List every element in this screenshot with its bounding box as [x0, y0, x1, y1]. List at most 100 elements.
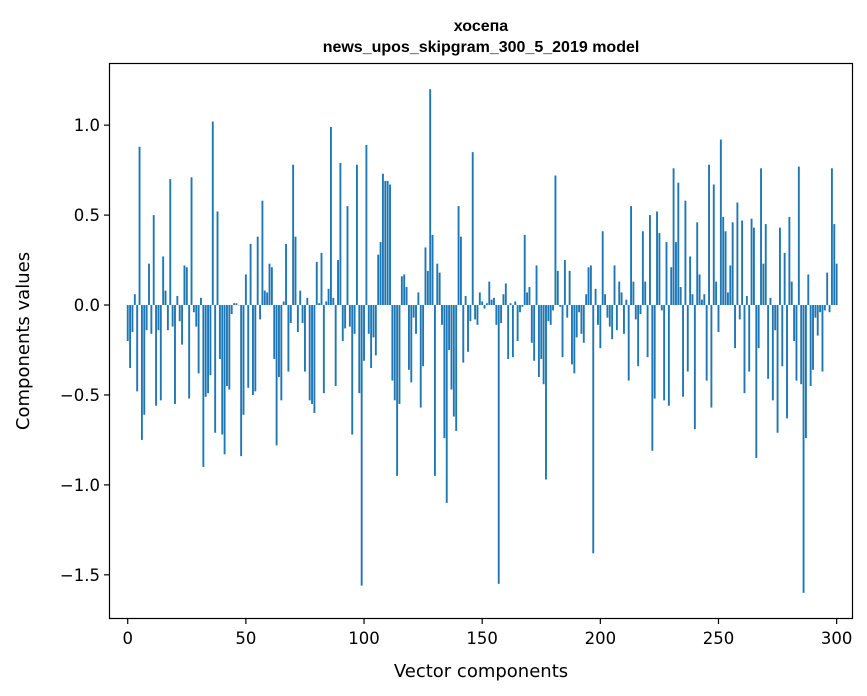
bar — [667, 305, 670, 406]
bar — [443, 305, 446, 439]
bar — [809, 305, 812, 386]
bar — [483, 305, 486, 309]
bar — [828, 305, 831, 313]
bar — [365, 144, 368, 306]
bar — [223, 305, 226, 455]
bar — [653, 305, 656, 399]
bar — [587, 267, 590, 306]
bars — [126, 89, 838, 593]
bar — [623, 305, 625, 334]
bar — [703, 294, 706, 306]
bar — [266, 292, 269, 306]
bar — [431, 234, 434, 306]
bar — [752, 227, 755, 306]
bar — [781, 305, 784, 367]
plot-frame — [108, 62, 854, 620]
y-tick-label: −1.0 — [60, 476, 100, 495]
y-tick-label: 0.5 — [74, 206, 100, 225]
bar — [214, 305, 217, 433]
bar — [211, 121, 214, 306]
bar — [327, 288, 330, 306]
x-tick-label: 200 — [585, 629, 617, 648]
bar — [722, 216, 725, 306]
bar — [800, 305, 803, 385]
bar — [417, 292, 420, 306]
bar — [235, 303, 238, 306]
bar — [566, 305, 569, 318]
bar — [528, 287, 531, 306]
bar — [677, 182, 680, 306]
bar — [450, 305, 453, 390]
bar — [665, 242, 668, 306]
bar — [190, 177, 193, 306]
bar — [500, 305, 503, 324]
bar — [133, 294, 136, 306]
bar — [287, 305, 290, 372]
x-tick-label: 100 — [348, 629, 380, 648]
bar — [332, 297, 335, 306]
bar — [701, 299, 703, 306]
x-tick-label: 250 — [703, 629, 735, 648]
bar — [485, 303, 488, 306]
bar — [181, 305, 184, 345]
chart-title: хосепа — [454, 18, 509, 35]
bar — [304, 305, 306, 372]
bar — [244, 274, 247, 306]
bar — [441, 305, 443, 325]
bar — [757, 305, 760, 349]
bar — [771, 305, 774, 401]
bar — [488, 281, 491, 306]
bar — [495, 305, 498, 325]
bar — [611, 305, 614, 340]
y-tick-label: 0.0 — [74, 296, 100, 315]
bar — [247, 305, 250, 388]
bar — [693, 305, 696, 430]
bar — [812, 305, 814, 370]
bar — [280, 305, 283, 401]
bar — [641, 231, 644, 306]
bar — [497, 305, 500, 584]
bar — [745, 296, 748, 306]
bar — [436, 263, 439, 306]
bar — [545, 305, 547, 480]
bar — [129, 305, 132, 368]
bar — [339, 162, 342, 306]
bar — [788, 216, 791, 306]
bar — [344, 305, 347, 329]
bar — [320, 252, 323, 306]
bar — [786, 305, 788, 419]
bar — [273, 305, 276, 359]
bar — [644, 281, 647, 306]
bar — [833, 224, 836, 306]
bar — [393, 305, 396, 401]
bar — [679, 287, 682, 306]
bar — [438, 272, 441, 306]
bar — [197, 305, 200, 374]
bar — [150, 305, 153, 334]
bar — [797, 166, 800, 306]
bar — [318, 303, 321, 306]
bar — [228, 305, 231, 390]
bar — [459, 236, 462, 306]
bar — [776, 305, 779, 433]
bar — [630, 206, 632, 306]
bar — [226, 305, 228, 386]
bar — [209, 305, 212, 376]
bar — [490, 299, 493, 306]
bar — [615, 305, 618, 331]
bar — [240, 305, 243, 457]
bar — [346, 206, 349, 306]
chart-subtitle: news_upos_skipgram_300_5_2019 model — [323, 39, 640, 56]
bar — [126, 305, 129, 341]
bar — [445, 305, 448, 503]
bar — [795, 305, 798, 381]
bar — [519, 305, 521, 313]
bar — [176, 296, 179, 306]
bar — [625, 299, 628, 306]
bar — [313, 305, 316, 413]
bar — [632, 281, 635, 306]
bar — [542, 305, 545, 385]
bar — [580, 305, 583, 334]
bar — [242, 305, 245, 415]
bar — [526, 292, 529, 306]
